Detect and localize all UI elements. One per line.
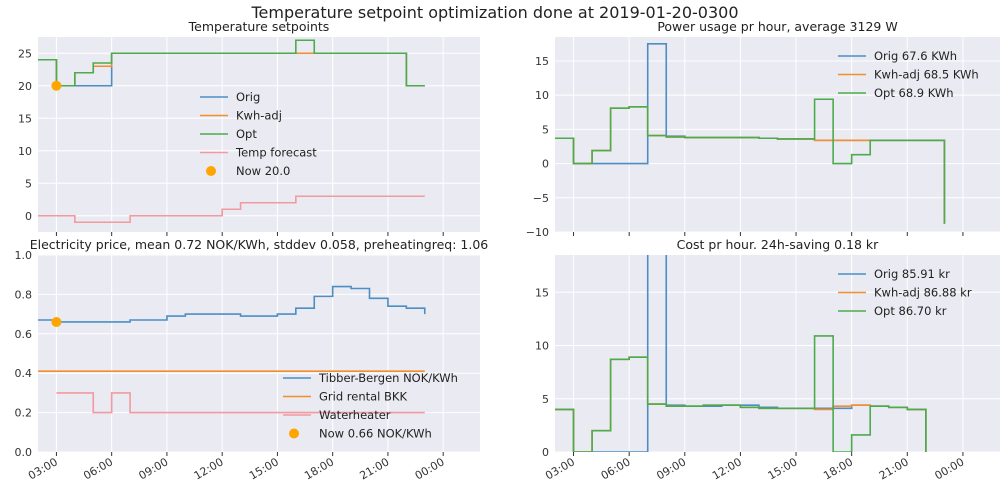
chart-temp-ytick-label: 15	[18, 112, 32, 125]
chart-cost-legend-label: Kwh-adj 86.88 kr	[874, 286, 972, 300]
chart-power-ytick-label: −5	[533, 192, 549, 205]
chart-cost-legend-label: Opt 86.70 kr	[874, 304, 947, 318]
chart-cost-legend-label: Orig 85.91 kr	[874, 267, 950, 281]
chart-price-legend-label: Tibber-Bergen NOK/KWh	[318, 371, 458, 385]
chart-power-ytick-label: 10	[535, 89, 549, 102]
chart-cost-ytick-label: 10	[535, 340, 549, 353]
chart-power-plot-area	[555, 37, 1000, 232]
chart-temp-series-0	[38, 195, 425, 224]
chart-temp-ytick-label: 20	[18, 80, 32, 93]
chart-price-now-point	[51, 316, 62, 327]
chart-price-series-0	[38, 285, 426, 323]
chart-price-ytick-label: 0.8	[15, 288, 33, 301]
chart-temp-ytick-label: 0	[25, 210, 32, 223]
chart-cost-xtick-label: 21:00	[877, 455, 911, 482]
chart-power-ytick-label: −10	[526, 226, 549, 239]
chart-price-xtick-label: 18:00	[302, 455, 336, 482]
chart-power-ytick-label: 0	[542, 158, 549, 171]
chart-price-xtick-label: 15:00	[247, 455, 281, 482]
chart-price-series-2	[56, 392, 425, 414]
chart-temp-ytick-label: 25	[18, 47, 32, 60]
chart-power-title: Power usage pr hour, average 3129 W	[657, 19, 897, 34]
chart-cost-series-group	[555, 255, 927, 452]
chart-cost-series-2	[555, 335, 927, 452]
chart-cost-title: Cost pr hour. 24h-saving 0.18 kr	[677, 237, 879, 252]
chart-temp-series-3	[38, 39, 425, 87]
chart-temp-ytick-label: 5	[25, 177, 32, 190]
chart-cost-xtick-label: 15:00	[766, 455, 800, 482]
chart-price-xtick-label: 00:00	[413, 455, 447, 482]
chart-price-legend-label: Grid rental BKK	[319, 390, 407, 404]
chart-price-series-group	[38, 285, 426, 414]
chart-cost-xtick-label: 18:00	[821, 455, 855, 482]
chart-temp-title: Temperature setpoints	[188, 19, 330, 34]
chart-price-ytick-label: 0.4	[15, 367, 33, 380]
chart-cost-ytick-label: 5	[542, 393, 549, 406]
chart-temp-legend-label: Now 20.0	[236, 164, 290, 178]
chart-price-legend-label: Now 0.66 NOK/KWh	[319, 427, 432, 441]
chart-temp-legend-label: Temp forecast	[235, 146, 317, 160]
chart-cost-xtick-label: 03:00	[543, 455, 577, 482]
chart-temp-legend-label: Orig	[236, 90, 260, 104]
chart-price-title: Electricity price, mean 0.72 NOK/KWh, st…	[30, 237, 489, 252]
chart-cost-ytick-label: 15	[535, 286, 549, 299]
chart-price-xtick-label: 21:00	[357, 455, 391, 482]
chart-price-plot-area	[38, 255, 480, 452]
chart-power-legend-label: Kwh-adj 68.5 KWh	[874, 68, 979, 82]
figure-suptitle: Temperature setpoint optimization done a…	[250, 3, 738, 22]
chart-price-ytick-label: 0.6	[15, 328, 33, 341]
chart-price-ytick-label: 0.2	[15, 407, 33, 420]
chart-temp-ytick-label: 10	[18, 145, 32, 158]
chart-cost-xtick-label: 09:00	[654, 455, 688, 482]
chart-cost-xtick-label: 06:00	[599, 455, 633, 482]
chart-price-ytick-label: 1.0	[15, 249, 33, 262]
chart-price-xtick-label: 06:00	[81, 455, 115, 482]
chart-power-ytick-label: 5	[542, 123, 549, 136]
chart-price-legend-marker	[289, 428, 299, 439]
chart-temp-series-group	[38, 39, 425, 224]
chart-price-ytick-label: 0.0	[15, 446, 33, 459]
chart-power-ytick-label: 15	[535, 55, 549, 68]
chart-power-legend-label: Orig 67.6 KWh	[874, 49, 957, 63]
chart-power-legend-label: Opt 68.9 KWh	[874, 86, 954, 100]
chart-temp-legend-marker	[206, 166, 216, 176]
chart-cost-ytick-label: 0	[542, 446, 549, 459]
chart-cost-xtick-label: 12:00	[710, 455, 744, 482]
chart-temp-legend-label: Opt	[236, 127, 257, 141]
chart-price-xtick-label: 09:00	[136, 455, 170, 482]
chart-price-xtick-label: 03:00	[26, 455, 60, 482]
chart-power-series-2	[555, 98, 946, 224]
chart-cost-xtick-label: 00:00	[932, 455, 966, 482]
chart-temp-now-point	[51, 80, 62, 91]
chart-power-series-group	[555, 43, 946, 224]
chart-temp-legend-label: Kwh-adj	[236, 109, 282, 123]
chart-price-xtick-label: 12:00	[192, 455, 226, 482]
chart-price-legend-label: Waterheater	[319, 408, 391, 422]
